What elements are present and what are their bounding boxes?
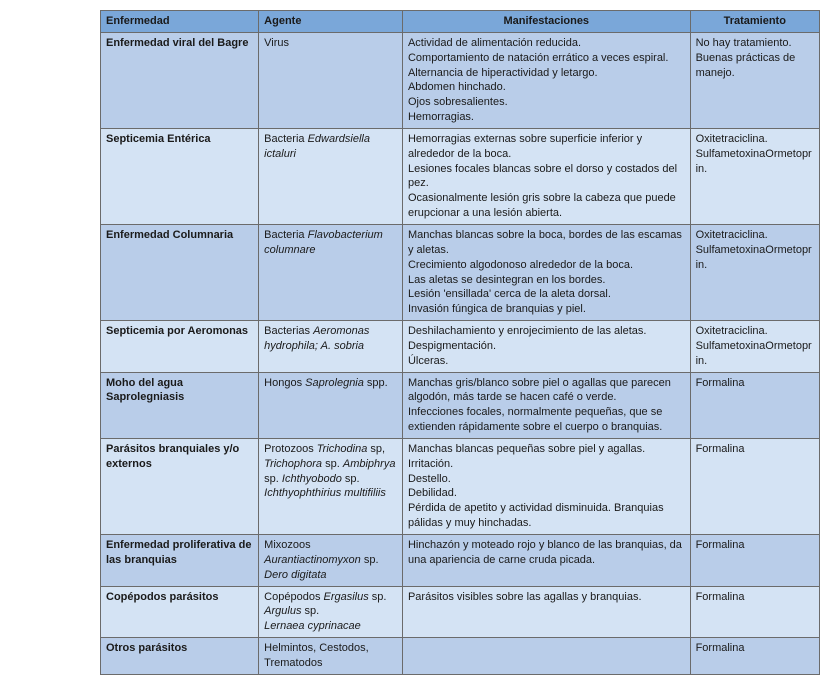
cell-tratamiento: Oxitetraciclina.SulfametoxinaOrmetoprin.: [690, 224, 819, 320]
cell-tratamiento: Formalina: [690, 438, 819, 534]
cell-enfermedad: Septicemia Entérica: [101, 128, 259, 224]
table-row: Moho del agua SaprolegniasisHongos Sapro…: [101, 372, 820, 438]
table-header-row: Enfermedad Agente Manifestaciones Tratam…: [101, 11, 820, 33]
cell-manifestaciones: Manchas blancas pequeñas sobre piel y ag…: [402, 438, 690, 534]
table-row: Enfermedad ColumnariaBacteria Flavobacte…: [101, 224, 820, 320]
table-row: Septicemia por AeromonasBacterias Aeromo…: [101, 321, 820, 373]
cell-manifestaciones: Manchas gris/blanco sobre piel o agallas…: [402, 372, 690, 438]
cell-agente: Bacterias Aeromonas hydrophila; A. sobri…: [259, 321, 403, 373]
cell-tratamiento: No hay tratamiento. Buenas prácticas de …: [690, 32, 819, 128]
cell-enfermedad: Copépodos parásitos: [101, 586, 259, 638]
cell-tratamiento: Formalina: [690, 586, 819, 638]
col-header-tratamiento: Tratamiento: [690, 11, 819, 33]
cell-manifestaciones: Manchas blancas sobre la boca, bordes de…: [402, 224, 690, 320]
table-row: Septicemia EntéricaBacteria Edwardsiella…: [101, 128, 820, 224]
cell-tratamiento: Oxitetraciclina.SulfametoxinaOrmetoprin.: [690, 321, 819, 373]
table-row: Parásitos branquiales y/o externosProtoz…: [101, 438, 820, 534]
cell-manifestaciones: Actividad de alimentación reducida.Compo…: [402, 32, 690, 128]
cell-tratamiento: Formalina: [690, 638, 819, 675]
cell-enfermedad: Otros parásitos: [101, 638, 259, 675]
cell-agente: Bacteria Edwardsiella ictaluri: [259, 128, 403, 224]
table-row: Otros parásitosHelmintos, Cestodos, Trem…: [101, 638, 820, 675]
cell-agente: Virus: [259, 32, 403, 128]
cell-enfermedad: Parásitos branquiales y/o externos: [101, 438, 259, 534]
cell-tratamiento: Oxitetraciclina.SulfametoxinaOrmetoprin.: [690, 128, 819, 224]
table-body: Enfermedad viral del BagreVirusActividad…: [101, 32, 820, 674]
table-row: Copépodos parásitosCopépodos Ergasilus s…: [101, 586, 820, 638]
cell-tratamiento: Formalina: [690, 535, 819, 587]
cell-manifestaciones: Hemorragias externas sobre superficie in…: [402, 128, 690, 224]
cell-enfermedad: Enfermedad Columnaria: [101, 224, 259, 320]
cell-agente: Protozoos Trichodina sp, Trichophora sp.…: [259, 438, 403, 534]
cell-manifestaciones: [402, 638, 690, 675]
cell-manifestaciones: Parásitos visibles sobre las agallas y b…: [402, 586, 690, 638]
cell-tratamiento: Formalina: [690, 372, 819, 438]
col-header-agente: Agente: [259, 11, 403, 33]
cell-enfermedad: Enfermedad proliferativa de las branquia…: [101, 535, 259, 587]
table-row: Enfermedad viral del BagreVirusActividad…: [101, 32, 820, 128]
cell-agente: Hongos Saprolegnia spp.: [259, 372, 403, 438]
cell-manifestaciones: Hinchazón y moteado rojo y blanco de las…: [402, 535, 690, 587]
page: Enfermedad Agente Manifestaciones Tratam…: [0, 0, 840, 695]
cell-enfermedad: Moho del agua Saprolegniasis: [101, 372, 259, 438]
cell-enfermedad: Enfermedad viral del Bagre: [101, 32, 259, 128]
cell-agente: MixozoosAurantiactinomyxon sp.Dero digit…: [259, 535, 403, 587]
table-row: Enfermedad proliferativa de las branquia…: [101, 535, 820, 587]
cell-manifestaciones: Deshilachamiento y enrojecimiento de las…: [402, 321, 690, 373]
cell-agente: Helmintos, Cestodos, Trematodos: [259, 638, 403, 675]
disease-table: Enfermedad Agente Manifestaciones Tratam…: [100, 10, 820, 675]
col-header-manifestaciones: Manifestaciones: [402, 11, 690, 33]
cell-agente: Copépodos Ergasilus sp. Argulus sp.Lerna…: [259, 586, 403, 638]
col-header-enfermedad: Enfermedad: [101, 11, 259, 33]
cell-agente: Bacteria Flavobacterium columnare: [259, 224, 403, 320]
cell-enfermedad: Septicemia por Aeromonas: [101, 321, 259, 373]
